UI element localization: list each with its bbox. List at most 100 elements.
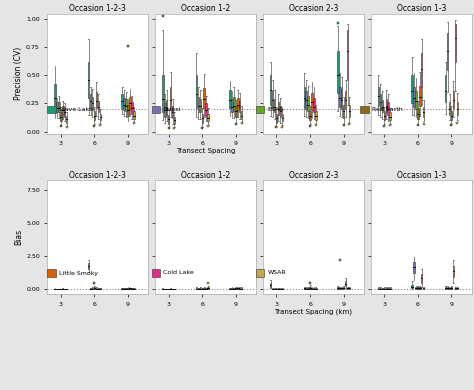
- Y-axis label: Precision (CV): Precision (CV): [14, 47, 23, 100]
- Bar: [233, 288, 235, 289]
- Bar: [237, 98, 238, 110]
- Bar: [315, 111, 317, 121]
- Bar: [123, 98, 125, 110]
- Bar: [241, 111, 242, 119]
- Bar: [347, 287, 348, 289]
- Bar: [419, 287, 420, 289]
- Bar: [303, 87, 305, 107]
- Bar: [278, 102, 279, 115]
- Title: Occasion 2-3: Occasion 2-3: [289, 4, 338, 13]
- Title: Occasion 1-2-3: Occasion 1-2-3: [69, 4, 126, 13]
- Bar: [453, 266, 454, 277]
- Title: Occasion 1-3: Occasion 1-3: [397, 170, 446, 179]
- Bar: [349, 105, 350, 117]
- Bar: [345, 281, 346, 286]
- Title: Occasion 2-3: Occasion 2-3: [289, 170, 338, 179]
- Bar: [387, 102, 389, 115]
- Bar: [308, 288, 309, 289]
- Bar: [201, 288, 203, 289]
- Bar: [451, 111, 452, 121]
- Bar: [383, 288, 385, 289]
- Bar: [378, 87, 379, 106]
- Bar: [417, 287, 419, 289]
- Bar: [131, 288, 133, 289]
- Bar: [200, 288, 201, 289]
- Bar: [196, 75, 197, 108]
- Bar: [449, 288, 450, 289]
- Bar: [121, 288, 123, 289]
- Bar: [207, 113, 209, 121]
- Bar: [128, 105, 129, 116]
- Title: Occasion 1-2-3: Occasion 1-2-3: [69, 170, 126, 179]
- Bar: [380, 94, 381, 110]
- Bar: [339, 87, 340, 107]
- Bar: [411, 285, 413, 288]
- Bar: [276, 113, 277, 122]
- Bar: [380, 288, 381, 289]
- Bar: [125, 288, 127, 289]
- Bar: [98, 288, 99, 289]
- Bar: [172, 106, 173, 118]
- Bar: [162, 75, 164, 112]
- Bar: [341, 288, 342, 289]
- Bar: [345, 91, 346, 109]
- Bar: [415, 91, 417, 109]
- Bar: [229, 288, 231, 289]
- Text: Napsi: Napsi: [163, 107, 181, 112]
- Text: ESAR: ESAR: [267, 107, 284, 112]
- Bar: [123, 288, 125, 289]
- Bar: [239, 101, 240, 112]
- Bar: [100, 113, 101, 121]
- Bar: [94, 287, 95, 289]
- Bar: [231, 288, 233, 289]
- Bar: [55, 84, 56, 109]
- Bar: [347, 30, 348, 80]
- Bar: [92, 97, 93, 110]
- Bar: [339, 288, 340, 289]
- Bar: [88, 262, 89, 269]
- Bar: [94, 111, 95, 121]
- Bar: [311, 93, 313, 110]
- Bar: [100, 288, 101, 289]
- Bar: [196, 288, 197, 289]
- Bar: [411, 75, 413, 103]
- Bar: [58, 102, 60, 112]
- Bar: [337, 51, 338, 93]
- Bar: [311, 288, 313, 289]
- Bar: [382, 100, 383, 112]
- Bar: [278, 288, 279, 289]
- Bar: [305, 91, 307, 109]
- Bar: [239, 288, 240, 289]
- Text: Slave Lake: Slave Lake: [59, 107, 92, 112]
- Bar: [417, 108, 419, 119]
- Y-axis label: Bias: Bias: [14, 229, 23, 245]
- Text: Cold Lake: Cold Lake: [163, 271, 194, 275]
- Bar: [280, 106, 281, 117]
- Bar: [235, 106, 237, 117]
- Bar: [453, 91, 454, 108]
- Bar: [133, 111, 135, 119]
- Bar: [96, 92, 97, 108]
- Bar: [385, 99, 387, 112]
- Bar: [451, 287, 452, 289]
- Bar: [56, 102, 58, 112]
- Bar: [203, 88, 205, 108]
- Bar: [98, 101, 99, 112]
- Bar: [310, 287, 311, 289]
- Bar: [131, 102, 133, 113]
- Bar: [390, 112, 391, 121]
- Bar: [343, 287, 345, 289]
- Bar: [60, 112, 62, 121]
- Title: Occasion 1-3: Occasion 1-3: [397, 4, 446, 13]
- Bar: [421, 274, 422, 282]
- Bar: [174, 117, 175, 124]
- Text: Red Earth: Red Earth: [372, 107, 402, 112]
- Bar: [198, 288, 199, 289]
- Bar: [64, 108, 65, 117]
- Bar: [90, 288, 91, 289]
- Bar: [88, 62, 89, 98]
- Bar: [415, 287, 417, 289]
- Bar: [92, 288, 93, 289]
- Bar: [128, 288, 129, 289]
- Bar: [129, 97, 131, 109]
